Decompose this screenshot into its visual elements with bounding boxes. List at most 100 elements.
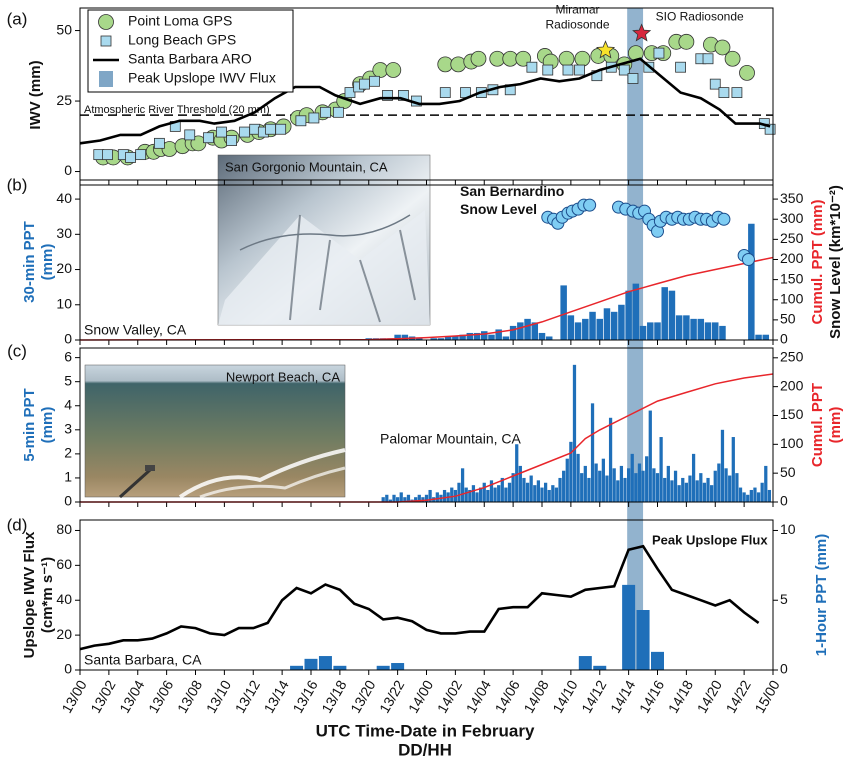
bar (391, 663, 404, 670)
bar (515, 444, 518, 502)
legend-swatch (99, 15, 114, 30)
x-tick-label: 13/10 (203, 677, 234, 716)
y2-tick-label: 50 (780, 311, 796, 327)
bar (508, 483, 511, 502)
bar (486, 490, 489, 502)
bar (717, 464, 720, 503)
bar (761, 483, 764, 502)
y-axis-label-line: 5-min PPT (21, 388, 38, 461)
marker-dot (718, 213, 730, 225)
y-axis-label: Upslope IWV Flux(cm*m s⁻¹) (21, 531, 56, 658)
bar (746, 495, 749, 502)
bar (633, 284, 639, 340)
y2-tick-label: 0 (780, 493, 788, 509)
y2-tick-label: 200 (780, 250, 804, 266)
y-tick-label: 80 (56, 521, 72, 537)
x-tick-label: 14/08 (520, 677, 551, 716)
y2-axis-label-line: Cumul. PPT (809, 383, 826, 467)
y2-tick-label: 200 (780, 377, 804, 393)
bar (555, 488, 558, 502)
x-tick-label: 13/04 (116, 677, 147, 716)
x-tick-label: 13/18 (318, 677, 349, 716)
marker-dot (584, 199, 596, 211)
marker-square (136, 150, 146, 160)
bar (584, 466, 587, 502)
bar (560, 285, 566, 340)
y-axis-label-line: (mm) (39, 407, 56, 444)
y-tick-label: 6 (64, 348, 72, 364)
bar (575, 322, 581, 340)
bar (589, 312, 595, 340)
bar (558, 478, 561, 502)
y-tick-label: 25 (56, 92, 72, 108)
x-axis-label: UTC Time-Date in February (316, 721, 535, 740)
y-tick-label: 0 (64, 331, 72, 347)
bar (319, 656, 332, 670)
bar (465, 488, 468, 502)
threshold-label: Atmospheric River Threshold (20 mm) (84, 104, 270, 116)
y-axis-label-line: (cm*m s⁻¹) (39, 557, 56, 633)
photo-newport-beach (85, 365, 345, 497)
bar (714, 471, 717, 502)
marker-square (703, 54, 713, 64)
bar (400, 492, 403, 502)
bar (616, 480, 619, 502)
radiosonde-label-line: SIO Radiosonde (656, 10, 744, 24)
marker-square (320, 107, 330, 117)
bar (533, 485, 536, 502)
marker-square (575, 65, 585, 75)
y-tick-label: 30 (56, 225, 72, 241)
x-tick-label: 13/00 (58, 677, 89, 716)
legend-label: Point Loma GPS (128, 13, 232, 29)
bar (377, 666, 390, 670)
marker-circle (740, 65, 755, 80)
marker-circle (386, 63, 401, 78)
bar (591, 403, 594, 502)
bar (510, 326, 516, 340)
bar (392, 495, 395, 502)
bar (640, 326, 646, 340)
bar (598, 471, 601, 502)
y2-tick-label: 100 (780, 435, 804, 451)
marker-circle (451, 57, 466, 72)
line (80, 546, 759, 649)
y-axis-label-line: IWV (mm) (27, 60, 44, 129)
bar (690, 319, 696, 340)
y2-tick-label: 0 (780, 661, 788, 677)
panel-label: (a) (7, 9, 28, 28)
bar (597, 319, 603, 340)
bar (526, 483, 529, 502)
bar (467, 333, 473, 340)
bar (611, 312, 617, 340)
x-tick-label: 14/06 (492, 677, 523, 716)
bar (622, 585, 635, 670)
bar (706, 478, 709, 502)
bar (661, 287, 667, 340)
marker-square (185, 130, 195, 140)
bar (602, 459, 605, 502)
marker-square (126, 152, 136, 162)
bar (683, 315, 689, 340)
bar (548, 490, 551, 502)
bar (620, 466, 623, 502)
marker-square (654, 48, 664, 58)
bar (540, 488, 543, 502)
bar (537, 480, 540, 502)
photo-label: San Gorgonio Mountain, CA (225, 159, 388, 174)
bar (517, 322, 523, 340)
marker-square (309, 113, 319, 123)
x-tick-label: 13/02 (87, 677, 118, 716)
bar (539, 333, 545, 340)
y2-tick-label: 150 (780, 270, 804, 286)
y2-tick-label: 100 (780, 290, 804, 306)
y2-tick-label: 5 (780, 591, 788, 607)
bar (634, 473, 637, 502)
y2-axis-label: 1-Hour PPT (mm) (813, 534, 830, 657)
marker-square (333, 107, 343, 117)
legend-swatch (101, 36, 111, 46)
bar (764, 466, 767, 502)
bar (305, 659, 318, 670)
bar (290, 666, 303, 670)
page: San Gorgonio Mountain, CA Newport Beach,… (0, 0, 851, 759)
bar (544, 483, 547, 502)
